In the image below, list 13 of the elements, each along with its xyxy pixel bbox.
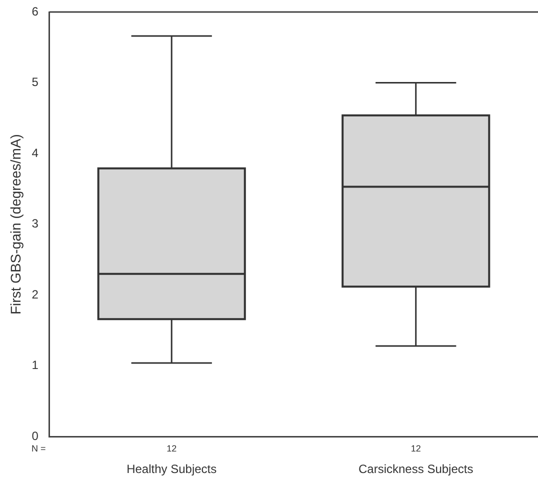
text: 12 [410,444,421,454]
y-tick-label: 5 [32,75,39,90]
y-tick-label: 2 [32,287,39,302]
y-axis-title: First GBS-gain (degrees/mA) [7,134,24,315]
y-tick-label: 6 [32,4,39,18]
y-tick-label: 3 [32,216,39,231]
text: 12 [166,444,177,454]
x-tick-label: Carsickness Subjects [358,462,474,476]
y-tick-label: 1 [32,358,39,372]
y-tick-label: 4 [32,146,39,160]
text: N = [31,444,46,454]
x-tick-label: Healthy Subjects [126,462,217,476]
y-tick-label: 0 [32,428,39,443]
